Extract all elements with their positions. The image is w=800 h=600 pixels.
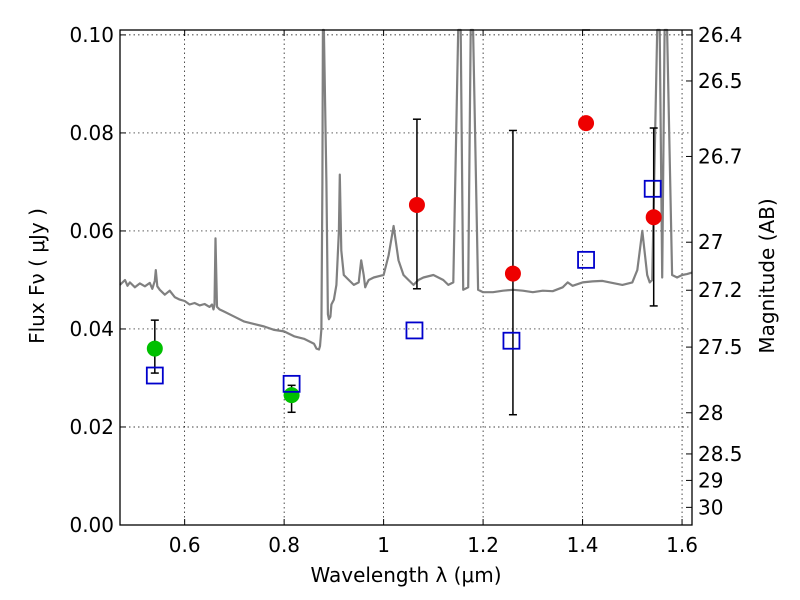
data-point: [283, 387, 300, 404]
model-point: [643, 179, 662, 198]
x-axis-title: Wavelength λ (μm): [310, 563, 501, 587]
right-tick-label: 27: [698, 230, 723, 254]
y-tick-label: 0.04: [69, 317, 114, 341]
right-tick-label: 26.4: [698, 23, 743, 47]
model-point: [405, 321, 424, 340]
right-tick-label: 27.5: [698, 335, 743, 359]
ticks: 0.6 0.8 1 1.2 1.4 1.6 0.00 0.02 0.04 0.06 0.08 0.10…: [69, 23, 742, 557]
y-tick-label: 0.10: [69, 23, 114, 47]
x-tick-label: 1.6: [666, 533, 698, 557]
spectrum-line: [119, 28, 693, 351]
data-point: [645, 209, 662, 226]
y-axis-title: Flux Fν ( μJy ): [25, 208, 49, 344]
data-point: [408, 196, 425, 213]
right-tick-label: 26.7: [698, 144, 743, 168]
markers: [145, 115, 662, 404]
grid: [120, 30, 692, 526]
right-tick-label: 29: [698, 468, 723, 492]
model-point: [502, 331, 521, 350]
y-tick-label: 0.08: [69, 121, 114, 145]
data-point: [504, 265, 521, 282]
right-tick-label: 28.5: [698, 442, 743, 466]
y-tick-label: 0.00: [69, 513, 114, 537]
data-point: [146, 340, 163, 357]
right-tick-label: 30: [698, 495, 723, 519]
plot-frame: [119, 29, 693, 526]
right-tick-label: 28: [698, 401, 723, 425]
x-tick-label: 1: [377, 533, 390, 557]
x-tick-label: 1.2: [467, 533, 499, 557]
model-point: [145, 366, 164, 385]
spectrum: [119, 28, 693, 351]
y-tick-label: 0.06: [69, 219, 114, 243]
right-tick-label: 27.2: [698, 278, 743, 302]
x-tick-label: 0.8: [268, 533, 300, 557]
model-point: [282, 374, 301, 393]
right-tick-label: 26.5: [698, 69, 743, 93]
x-tick-label: 1.4: [567, 533, 599, 557]
y-axis-right-title: Magnitude (AB): [755, 198, 779, 353]
y-tick-label: 0.02: [69, 415, 114, 439]
model-point: [577, 250, 595, 269]
data-point: [578, 115, 595, 132]
x-tick-label: 0.6: [169, 533, 201, 557]
